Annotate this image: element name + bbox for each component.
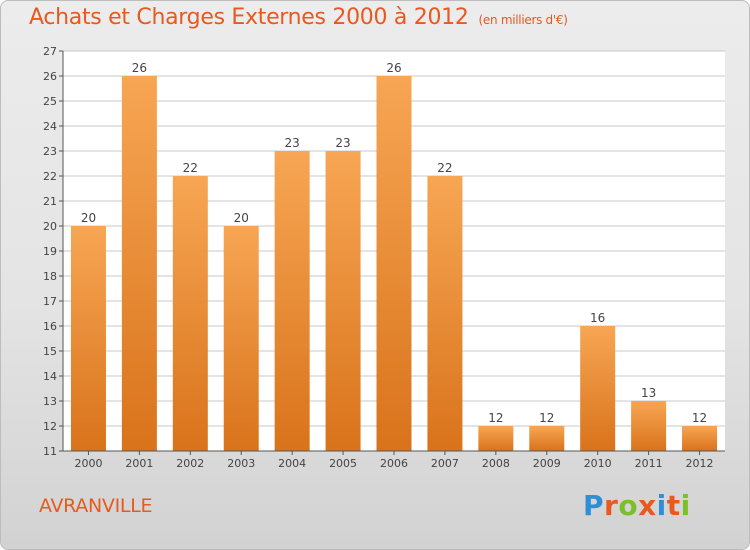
- unit-note: (en milliers d'€): [478, 13, 568, 27]
- data-labels: 20 26 22 20 23 23 26 22 12 12 16 13 12: [81, 61, 707, 425]
- y-tick-label: 12: [43, 420, 57, 433]
- data-label-2007: 22: [437, 161, 452, 175]
- y-tick-label: 13: [43, 395, 57, 408]
- data-label-2009: 12: [539, 411, 554, 425]
- x-tick-label-2003: 2003: [227, 457, 255, 470]
- data-label-2011: 13: [641, 386, 656, 400]
- bar-2000: [70, 226, 106, 451]
- y-tick-label: 11: [43, 445, 57, 458]
- logo-letter: r: [604, 489, 619, 522]
- x-axis-ticks: 2000 2001 2002 2003 2004 2005 2006 2007 2008 2009…: [74, 451, 714, 470]
- bar-2011: [631, 401, 667, 451]
- y-axis-ticks: 11 12 13 14 15 16 17 18 19 20 21 22 23 24 25 26 27: [43, 45, 63, 458]
- chart-title: Achats et Charges Externes 2000 à 2012 (e…: [29, 5, 568, 30]
- logo-letter: o: [618, 489, 639, 522]
- y-tick-label: 23: [43, 145, 57, 158]
- y-tick-label: 20: [43, 220, 57, 233]
- data-label-2001: 26: [132, 61, 147, 75]
- x-tick-label-2002: 2002: [176, 457, 204, 470]
- bar-2003: [223, 226, 259, 451]
- bar-2007: [427, 176, 463, 451]
- y-tick-label: 27: [43, 45, 57, 58]
- y-tick-label: 16: [43, 320, 57, 333]
- logo-letter: x: [638, 489, 657, 522]
- x-tick-label-2010: 2010: [584, 457, 612, 470]
- bar-2012: [682, 426, 718, 451]
- x-tick-label-2004: 2004: [278, 457, 306, 470]
- logo-letter: P: [583, 489, 605, 522]
- y-tick-label: 22: [43, 170, 57, 183]
- data-label-2006: 26: [386, 61, 401, 75]
- x-tick-label-2006: 2006: [380, 457, 408, 470]
- data-label-2002: 22: [183, 161, 198, 175]
- bar-2001: [121, 76, 157, 451]
- y-tick-label: 26: [43, 70, 57, 83]
- y-tick-label: 21: [43, 195, 57, 208]
- y-tick-label: 25: [43, 95, 57, 108]
- data-label-2004: 23: [285, 136, 300, 150]
- data-label-2010: 16: [590, 311, 605, 325]
- bars: [70, 76, 718, 451]
- x-tick-label-2007: 2007: [431, 457, 459, 470]
- town-name: AVRANVILLE: [39, 495, 153, 517]
- data-label-2005: 23: [335, 136, 350, 150]
- y-tick-label: 14: [43, 370, 57, 383]
- data-label-2000: 20: [81, 211, 96, 225]
- logo-letter: i: [680, 489, 691, 522]
- bar-2010: [580, 326, 616, 451]
- logo-letter: i: [656, 489, 667, 522]
- y-tick-label: 19: [43, 245, 57, 258]
- x-tick-label-2001: 2001: [125, 457, 153, 470]
- x-tick-label-2009: 2009: [533, 457, 561, 470]
- x-tick-label-2011: 2011: [635, 457, 663, 470]
- bar-2004: [274, 151, 310, 451]
- y-tick-label: 24: [43, 120, 57, 133]
- bar-2002: [172, 176, 208, 451]
- data-label-2012: 12: [692, 411, 707, 425]
- y-tick-label: 17: [43, 295, 57, 308]
- logo-letter: t: [666, 489, 681, 522]
- x-tick-label-2000: 2000: [74, 457, 102, 470]
- title-text: Achats et Charges Externes 2000 à 2012: [29, 5, 469, 30]
- y-tick-label: 18: [43, 270, 57, 283]
- x-tick-label-2008: 2008: [482, 457, 510, 470]
- bar-2006: [376, 76, 412, 451]
- data-label-2003: 20: [234, 211, 249, 225]
- proxiti-logo[interactable]: Proxiti: [583, 489, 691, 522]
- data-label-2008: 12: [488, 411, 503, 425]
- bar-2005: [325, 151, 361, 451]
- bar-2008: [478, 426, 514, 451]
- bar-2009: [529, 426, 565, 451]
- x-tick-label-2012: 2012: [686, 457, 714, 470]
- x-tick-label-2005: 2005: [329, 457, 357, 470]
- y-tick-label: 15: [43, 345, 57, 358]
